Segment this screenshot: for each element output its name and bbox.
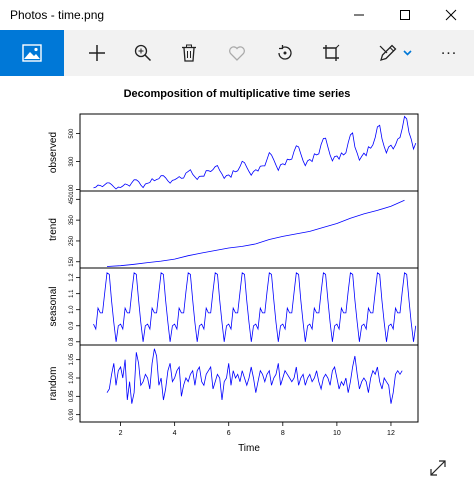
delete-button[interactable]	[172, 30, 206, 76]
edit-draw-button[interactable]	[372, 30, 418, 76]
minimize-button[interactable]	[336, 0, 382, 30]
y-tick-label-seasonal: 1.2	[69, 273, 75, 282]
chart-title: Decomposition of multiplicative time ser…	[123, 88, 351, 100]
y-tick-label-seasonal: 0.9	[69, 321, 75, 330]
crop-icon	[323, 44, 340, 61]
expand-icon	[430, 460, 446, 476]
rotate-icon	[278, 45, 292, 60]
panel-frame-trend	[79, 190, 419, 269]
maximize-button[interactable]	[382, 0, 428, 30]
image-icon	[22, 44, 42, 62]
add-button[interactable]	[80, 30, 114, 76]
more-button[interactable]: ...	[432, 30, 466, 76]
y-tick-label-seasonal: 1.1	[69, 289, 75, 298]
close-icon	[445, 9, 457, 21]
y-tick-label-random: 1.05	[69, 353, 75, 365]
series-line-random	[106, 348, 403, 404]
favorite-icon	[229, 46, 245, 61]
fullscreen-button[interactable]	[428, 458, 448, 478]
y-tick-label-trend: 450	[69, 194, 75, 205]
favorite-button[interactable]	[220, 30, 254, 76]
zoom-in-icon	[134, 44, 152, 62]
delete-icon	[182, 44, 196, 62]
y-tick-label-random: 1.00	[69, 372, 75, 384]
panel-frame-seasonal	[79, 267, 419, 346]
series-line-observed	[93, 115, 417, 190]
x-tick-label: 10	[333, 430, 341, 437]
close-button[interactable]	[428, 0, 474, 30]
x-tick-label: 4	[173, 430, 177, 437]
y-tick-label-seasonal: 1.0	[69, 305, 75, 314]
image-view-button[interactable]	[0, 30, 64, 76]
axis-label-seasonal: seasonal	[48, 286, 59, 326]
x-tick-label: 8	[281, 430, 285, 437]
y-tick-label-random: 0.95	[69, 390, 75, 402]
y-tick-label-observed: 100	[69, 184, 75, 195]
zoom-in-button[interactable]	[126, 30, 160, 76]
y-tick-label-trend: 350	[69, 214, 75, 225]
y-tick-label-observed: 500	[69, 128, 75, 139]
y-tick-label-random: 0.90	[69, 408, 75, 420]
minimize-icon	[354, 14, 364, 16]
image-viewer	[0, 76, 474, 503]
y-tick-label-trend: 250	[69, 235, 75, 246]
more-icon: ...	[440, 41, 458, 58]
rotate-button[interactable]	[268, 30, 302, 76]
x-tick-label: 2	[119, 430, 123, 437]
x-tick-label: 6	[227, 430, 231, 437]
axis-label-observed: observed	[48, 132, 59, 173]
toolbar: ...	[0, 30, 474, 76]
axis-label-random: random	[48, 367, 59, 401]
edit-draw-icon	[379, 44, 412, 61]
y-tick-label-trend: 150	[69, 256, 75, 267]
axis-label-trend: trend	[48, 218, 59, 241]
y-tick-label-seasonal: 0.8	[69, 337, 75, 346]
series-line-trend	[106, 199, 405, 267]
add-icon	[89, 45, 105, 61]
x-axis-label: Time	[238, 443, 260, 454]
window-title: Photos - time.png	[10, 8, 105, 22]
crop-button[interactable]	[314, 30, 348, 76]
panel-frame-random	[79, 344, 419, 423]
series-line-seasonal	[93, 272, 417, 342]
x-tick-label: 12	[387, 430, 395, 437]
maximize-icon	[400, 10, 410, 20]
y-tick-label-observed: 300	[69, 156, 75, 167]
